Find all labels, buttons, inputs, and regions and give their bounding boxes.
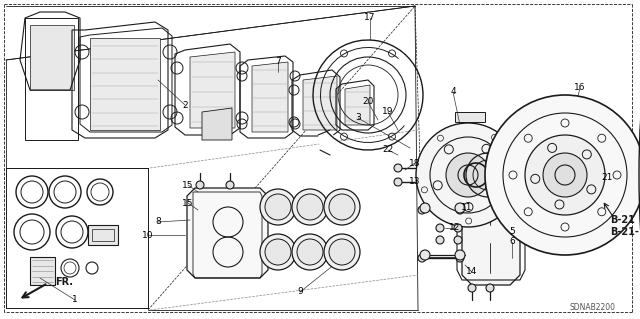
Circle shape — [260, 234, 296, 270]
Polygon shape — [318, 130, 355, 160]
Circle shape — [485, 95, 640, 255]
Circle shape — [446, 153, 490, 197]
Circle shape — [297, 239, 323, 265]
Text: 18: 18 — [409, 159, 420, 167]
Circle shape — [226, 181, 234, 189]
Text: 8: 8 — [155, 218, 161, 226]
Circle shape — [324, 234, 360, 270]
Text: 19: 19 — [382, 108, 394, 116]
Circle shape — [420, 250, 430, 260]
Circle shape — [394, 164, 402, 172]
Polygon shape — [202, 108, 232, 140]
Circle shape — [456, 206, 464, 214]
Text: 21: 21 — [602, 174, 612, 182]
Circle shape — [292, 234, 328, 270]
Text: 15: 15 — [182, 198, 194, 207]
Circle shape — [418, 254, 426, 262]
Circle shape — [265, 194, 291, 220]
Circle shape — [265, 239, 291, 265]
Text: 22: 22 — [382, 145, 394, 154]
Circle shape — [468, 284, 476, 292]
Polygon shape — [345, 85, 370, 125]
Text: 10: 10 — [142, 231, 154, 240]
Text: 1: 1 — [72, 295, 78, 305]
Circle shape — [456, 254, 464, 262]
Text: 6: 6 — [509, 238, 515, 247]
Text: 14: 14 — [467, 268, 477, 277]
Circle shape — [525, 135, 605, 215]
Text: 7: 7 — [275, 57, 281, 66]
Polygon shape — [462, 195, 520, 285]
Text: 12: 12 — [449, 224, 461, 233]
Text: 2: 2 — [182, 100, 188, 109]
Polygon shape — [88, 225, 118, 245]
Polygon shape — [190, 52, 235, 128]
Circle shape — [196, 181, 204, 189]
Text: B-21-1: B-21-1 — [610, 227, 640, 237]
Text: 5: 5 — [509, 227, 515, 236]
Circle shape — [329, 239, 355, 265]
Circle shape — [436, 224, 444, 232]
Circle shape — [416, 123, 520, 227]
Circle shape — [455, 203, 465, 213]
Polygon shape — [252, 62, 288, 132]
Circle shape — [486, 284, 494, 292]
Polygon shape — [30, 25, 74, 90]
Text: 13: 13 — [409, 177, 420, 187]
Circle shape — [329, 194, 355, 220]
Text: SDNAB2200: SDNAB2200 — [570, 303, 616, 313]
Circle shape — [454, 236, 462, 244]
Polygon shape — [187, 188, 268, 278]
Circle shape — [394, 178, 402, 186]
Text: B-21: B-21 — [610, 215, 635, 225]
Polygon shape — [455, 112, 485, 122]
Polygon shape — [90, 38, 160, 130]
Text: 11: 11 — [461, 204, 473, 212]
Polygon shape — [303, 76, 337, 130]
Circle shape — [455, 250, 465, 260]
Circle shape — [292, 189, 328, 225]
Circle shape — [297, 194, 323, 220]
Circle shape — [418, 206, 426, 214]
Circle shape — [324, 189, 360, 225]
Polygon shape — [30, 257, 55, 285]
Circle shape — [454, 224, 462, 232]
Text: 4: 4 — [450, 87, 456, 97]
Circle shape — [436, 236, 444, 244]
Text: 3: 3 — [355, 114, 361, 122]
Circle shape — [420, 203, 430, 213]
Text: 17: 17 — [364, 13, 376, 23]
Text: 9: 9 — [297, 287, 303, 296]
Text: 20: 20 — [362, 98, 374, 107]
Text: 16: 16 — [574, 84, 586, 93]
Text: 15: 15 — [182, 181, 194, 189]
Circle shape — [260, 189, 296, 225]
Circle shape — [543, 153, 587, 197]
Text: FR.: FR. — [55, 277, 73, 287]
